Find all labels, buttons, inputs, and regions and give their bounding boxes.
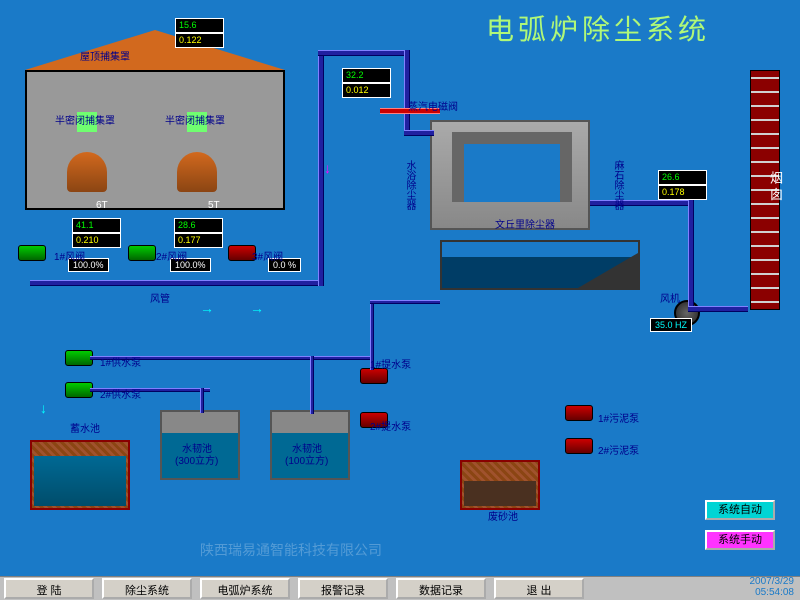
fan-frequency: 35.0 HZ xyxy=(650,318,692,332)
chimney: 烟 囱 xyxy=(750,70,780,310)
vlabel-v2: 麻石除尘器 xyxy=(610,160,625,210)
dust-system-button[interactable]: 除尘系统 xyxy=(102,578,192,599)
label-venturi: 文丘里除尘器 xyxy=(495,216,555,231)
sensor-s5: 26.6 ℃0.178 kPa xyxy=(658,170,707,200)
arc-system-button[interactable]: 电弧炉系统 xyxy=(200,578,290,599)
label-valve3: 3#风阀 xyxy=(252,248,283,263)
label-duct: 风管 xyxy=(150,290,170,305)
alarm-log-button[interactable]: 报警记录 xyxy=(298,578,388,599)
label-hood2: 半密闭捕集罩 xyxy=(165,112,225,127)
flow-arrow: → xyxy=(250,300,264,316)
label-furnace1: 6T xyxy=(96,200,108,211)
flow-arrow: → xyxy=(200,300,214,316)
mode-manual-button[interactable]: 系统手动 xyxy=(705,530,775,550)
reservoir xyxy=(30,440,130,510)
mode-auto-button[interactable]: 系统自动 xyxy=(705,500,775,520)
datetime-display: 2007/3/2905:54:08 xyxy=(750,576,795,598)
login-button[interactable]: 登 陆 xyxy=(4,578,94,599)
button-bar: 登 陆 除尘系统 电弧炉系统 报警记录 数据记录 退 出 2007/3/2905… xyxy=(0,576,800,600)
watermark: 陕西瑞易通智能科技有限公司 xyxy=(200,540,382,560)
sensor-s2: 41.1 ℃0.210 kPa xyxy=(72,218,121,248)
label-tank2b: (100立方) xyxy=(285,452,328,467)
label-pump6: 2#污泥泵 xyxy=(598,442,639,457)
label-pump3: 1#提水泵 xyxy=(370,356,411,371)
label-sandpool: 废砂池 xyxy=(488,508,518,523)
vlabel-v1: 水浴除尘器 xyxy=(402,160,417,210)
sensor-s4: 32.2 ℃0.012 kPa xyxy=(342,68,391,98)
data-log-button[interactable]: 数据记录 xyxy=(396,578,486,599)
label-pump2: 2#供水泵 xyxy=(100,386,141,401)
venturi-scrubber xyxy=(430,120,590,230)
pump-supply-1[interactable] xyxy=(65,350,93,366)
label-hood1: 半密闭捕集罩 xyxy=(55,112,115,127)
chimney-label: 烟 囱 xyxy=(757,171,785,201)
label-roof_hood: 屋顶捕集罩 xyxy=(80,48,130,63)
label-pump5: 1#污泥泵 xyxy=(598,410,639,425)
sand-pool xyxy=(460,460,540,510)
label-fan_label: 风机 xyxy=(660,290,680,305)
sensor-s1: 15.6 ℃0.122 kPa xyxy=(175,18,224,48)
pump-supply-2[interactable] xyxy=(65,382,93,398)
label-valve2: 2#风阀 xyxy=(156,248,187,263)
label-pool1: 蓄水池 xyxy=(70,420,100,435)
fan-valve-2[interactable] xyxy=(128,245,156,261)
pump-sludge-1[interactable] xyxy=(565,405,593,421)
label-tank1b: (300立方) xyxy=(175,452,218,467)
label-steam_valve: 蒸汽电磁阀 xyxy=(408,98,458,113)
label-pump1: 1#供水泵 xyxy=(100,354,141,369)
furnace-building xyxy=(25,50,285,230)
fan-valve-1[interactable] xyxy=(18,245,46,261)
label-pump4: 2#提水泵 xyxy=(370,418,411,433)
label-valve1: 1#风阀 xyxy=(54,248,85,263)
label-furnace2: 5T xyxy=(208,200,220,211)
settling-tank xyxy=(440,240,640,290)
system-title: 电弧炉除尘系统 xyxy=(486,8,710,48)
exit-button[interactable]: 退 出 xyxy=(494,578,584,599)
flow-arrow: ↓ xyxy=(324,160,331,176)
pump-sludge-2[interactable] xyxy=(565,438,593,454)
sensor-s3: 28.6 ℃0.177 kPa xyxy=(174,218,223,248)
flow-arrow: ↓ xyxy=(40,400,47,416)
